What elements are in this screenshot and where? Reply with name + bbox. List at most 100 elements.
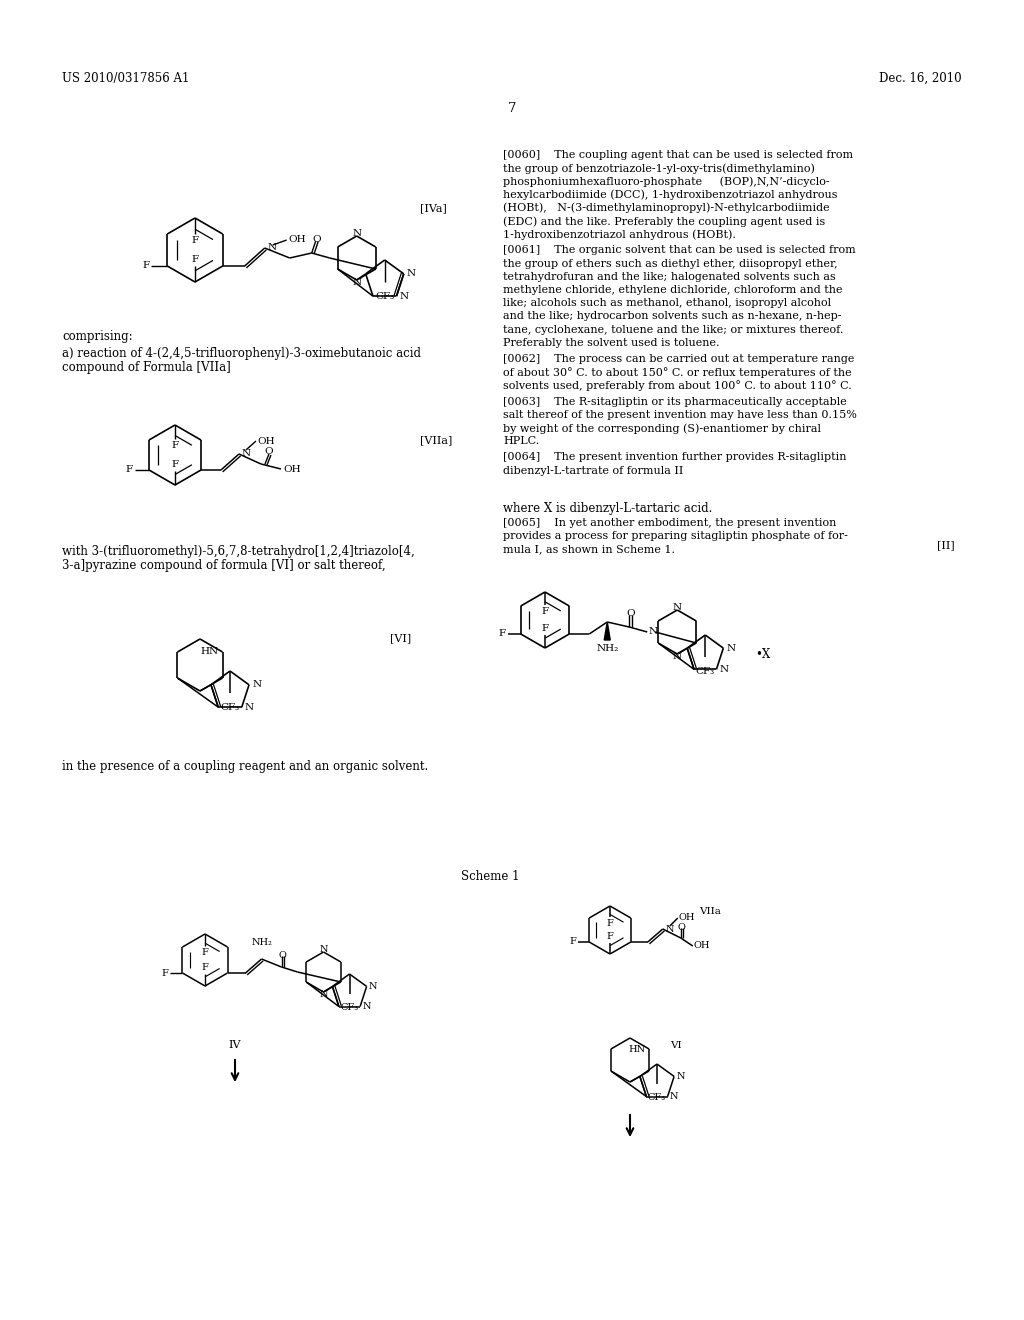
Text: F: F bbox=[171, 441, 178, 450]
Text: provides a process for preparing sitagliptin phosphate of for-: provides a process for preparing sitagli… bbox=[503, 531, 848, 541]
Text: of about 30° C. to about 150° C. or reflux temperatures of the: of about 30° C. to about 150° C. or refl… bbox=[503, 367, 852, 378]
Text: F: F bbox=[569, 937, 577, 946]
Text: F: F bbox=[142, 261, 150, 271]
Text: [0061]    The organic solvent that can be used is selected from: [0061] The organic solvent that can be u… bbox=[503, 246, 856, 255]
Text: tetrahydrofuran and the like; halogenated solvents such as: tetrahydrofuran and the like; halogenate… bbox=[503, 272, 836, 281]
Text: N: N bbox=[666, 924, 674, 933]
Text: N: N bbox=[676, 1072, 685, 1081]
Text: dibenzyl-L-tartrate of formula II: dibenzyl-L-tartrate of formula II bbox=[503, 466, 683, 475]
Text: comprising:: comprising: bbox=[62, 330, 133, 343]
Text: [0064]    The present invention further provides R-sitagliptin: [0064] The present invention further pro… bbox=[503, 453, 847, 462]
Text: O: O bbox=[312, 235, 322, 243]
Text: [0065]    In yet another embodiment, the present invention: [0065] In yet another embodiment, the pr… bbox=[503, 517, 837, 528]
Text: F: F bbox=[202, 948, 209, 957]
Text: N: N bbox=[673, 652, 682, 661]
Text: F: F bbox=[606, 919, 613, 928]
Text: F: F bbox=[606, 932, 613, 941]
Text: F: F bbox=[191, 236, 199, 246]
Text: by weight of the corresponding (S)-enantiomer by chiral: by weight of the corresponding (S)-enant… bbox=[503, 422, 821, 433]
Text: N: N bbox=[648, 627, 657, 636]
Text: in the presence of a coupling reagent and an organic solvent.: in the presence of a coupling reagent an… bbox=[62, 760, 428, 774]
Text: CF₃: CF₃ bbox=[220, 704, 240, 711]
Text: Preferably the solvent used is toluene.: Preferably the solvent used is toluene. bbox=[503, 338, 720, 347]
Text: HPLC.: HPLC. bbox=[503, 436, 540, 446]
Text: [VIIa]: [VIIa] bbox=[420, 436, 453, 445]
Text: Scheme 1: Scheme 1 bbox=[461, 870, 519, 883]
Text: •X: •X bbox=[756, 648, 770, 660]
Text: IV: IV bbox=[228, 1040, 242, 1049]
Text: mula I, as shown in Scheme 1.: mula I, as shown in Scheme 1. bbox=[503, 544, 675, 554]
Text: phosphoniumhexafluoro-phosphate     (BOP),N,N’-dicyclo-: phosphoniumhexafluoro-phosphate (BOP),N,… bbox=[503, 177, 829, 187]
Text: [IVa]: [IVa] bbox=[420, 203, 446, 213]
Text: (EDC) and the like. Preferably the coupling agent used is: (EDC) and the like. Preferably the coupl… bbox=[503, 216, 825, 227]
Text: Dec. 16, 2010: Dec. 16, 2010 bbox=[880, 73, 962, 84]
Text: CF₃: CF₃ bbox=[695, 667, 715, 676]
Text: F: F bbox=[542, 624, 549, 634]
Text: N: N bbox=[267, 243, 276, 252]
Text: N: N bbox=[720, 665, 728, 675]
Text: the group of ethers such as diethyl ether, diisopropyl ether,: the group of ethers such as diethyl ethe… bbox=[503, 259, 838, 268]
Text: [0063]    The R-sitagliptin or its pharmaceutically acceptable: [0063] The R-sitagliptin or its pharmace… bbox=[503, 396, 847, 407]
Text: N: N bbox=[242, 450, 251, 458]
Text: OH: OH bbox=[694, 941, 711, 950]
Polygon shape bbox=[604, 622, 610, 640]
Text: OH: OH bbox=[289, 235, 306, 244]
Text: and the like; hydrocarbon solvents such as n-hexane, n-hep-: and the like; hydrocarbon solvents such … bbox=[503, 312, 842, 321]
Text: hexylcarbodiimide (DCC), 1-hydroxibenzotriazol anhydrous: hexylcarbodiimide (DCC), 1-hydroxibenzot… bbox=[503, 190, 838, 201]
Text: NH₂: NH₂ bbox=[251, 939, 272, 946]
Text: N: N bbox=[670, 1092, 678, 1101]
Text: O: O bbox=[678, 923, 686, 932]
Text: F: F bbox=[499, 630, 506, 639]
Text: F: F bbox=[171, 459, 178, 469]
Text: F: F bbox=[202, 964, 209, 972]
Text: O: O bbox=[626, 609, 635, 618]
Text: where X is dibenzyl-L-tartaric acid.: where X is dibenzyl-L-tartaric acid. bbox=[503, 502, 713, 515]
Text: tane, cyclohexane, toluene and the like; or mixtures thereof.: tane, cyclohexane, toluene and the like;… bbox=[503, 325, 844, 334]
Text: N: N bbox=[352, 279, 361, 286]
Text: OH: OH bbox=[283, 465, 301, 474]
Text: CF₃: CF₃ bbox=[375, 292, 394, 301]
Text: a) reaction of 4-(2,4,5-trifluorophenyl)-3-oximebutanoic acid: a) reaction of 4-(2,4,5-trifluorophenyl)… bbox=[62, 347, 421, 360]
Text: like; alcohols such as methanol, ethanol, isopropyl alcohol: like; alcohols such as methanol, ethanol… bbox=[503, 298, 831, 308]
Text: VI: VI bbox=[670, 1040, 682, 1049]
Text: N: N bbox=[252, 680, 261, 689]
Text: N: N bbox=[407, 269, 416, 279]
Text: HN: HN bbox=[201, 648, 218, 656]
Text: compound of Formula [VIIa]: compound of Formula [VIIa] bbox=[62, 360, 230, 374]
Text: N: N bbox=[726, 644, 735, 652]
Text: OH: OH bbox=[257, 437, 274, 446]
Text: methylene chloride, ethylene dichloride, chloroform and the: methylene chloride, ethylene dichloride,… bbox=[503, 285, 843, 294]
Text: with 3-(trifluoromethyl)-5,6,7,8-tetrahydro[1,2,4]triazolo[4,: with 3-(trifluoromethyl)-5,6,7,8-tetrahy… bbox=[62, 545, 415, 558]
Text: CF₃: CF₃ bbox=[648, 1093, 666, 1102]
Text: (HOBt),   N-(3-dimethylaminopropyl)-N-ethylcarbodiimide: (HOBt), N-(3-dimethylaminopropyl)-N-ethy… bbox=[503, 203, 829, 214]
Text: O: O bbox=[279, 950, 287, 960]
Text: NH₂: NH₂ bbox=[596, 644, 618, 653]
Text: HN: HN bbox=[628, 1044, 645, 1053]
Text: N: N bbox=[352, 228, 361, 238]
Text: salt thereof of the present invention may have less than 0.15%: salt thereof of the present invention ma… bbox=[503, 409, 857, 420]
Text: N: N bbox=[399, 292, 409, 301]
Text: [0062]    The process can be carried out at temperature range: [0062] The process can be carried out at… bbox=[503, 354, 854, 364]
Text: F: F bbox=[126, 466, 133, 474]
Text: F: F bbox=[542, 607, 549, 616]
Text: N: N bbox=[245, 702, 254, 711]
Text: 3-a]pyrazine compound of formula [VI] or salt thereof,: 3-a]pyrazine compound of formula [VI] or… bbox=[62, 558, 386, 572]
Text: the group of benzotriazole-1-yl-oxy-tris(dimethylamino): the group of benzotriazole-1-yl-oxy-tris… bbox=[503, 164, 815, 174]
Text: N: N bbox=[673, 603, 682, 612]
Text: N: N bbox=[319, 945, 328, 954]
Text: VIIa: VIIa bbox=[698, 908, 721, 916]
Text: 1-hydroxibenzotriazol anhydrous (HOBt).: 1-hydroxibenzotriazol anhydrous (HOBt). bbox=[503, 230, 736, 240]
Text: N: N bbox=[362, 1002, 371, 1011]
Text: OH: OH bbox=[679, 913, 695, 923]
Text: solvents used, preferably from about 100° C. to about 110° C.: solvents used, preferably from about 100… bbox=[503, 380, 852, 391]
Text: CF₃: CF₃ bbox=[340, 1003, 358, 1012]
Text: [VI]: [VI] bbox=[390, 634, 412, 643]
Text: N: N bbox=[319, 990, 328, 999]
Text: F: F bbox=[191, 255, 199, 264]
Text: O: O bbox=[264, 447, 273, 457]
Text: F: F bbox=[162, 969, 169, 978]
Text: US 2010/0317856 A1: US 2010/0317856 A1 bbox=[62, 73, 189, 84]
Text: 7: 7 bbox=[508, 102, 516, 115]
Text: [0060]    The coupling agent that can be used is selected from: [0060] The coupling agent that can be us… bbox=[503, 150, 853, 160]
Text: [II]: [II] bbox=[937, 540, 955, 550]
